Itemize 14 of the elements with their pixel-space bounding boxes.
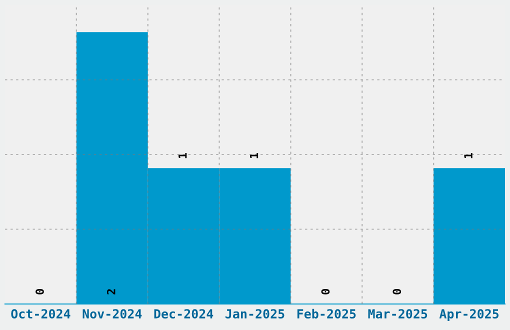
- x-tick-label: Feb-2025: [297, 308, 356, 319]
- data-label: 0: [321, 289, 330, 294]
- x-tick-label: Apr-2025: [439, 309, 499, 321]
- x-tick-label: Mar-2025: [368, 309, 428, 319]
- x-tick-label: Oct-2024: [11, 309, 70, 319]
- data-label: 1: [250, 152, 258, 158]
- data-label: 1: [178, 152, 187, 158]
- data-label: 0: [392, 289, 402, 294]
- data-label: 1: [464, 152, 472, 158]
- x-tick-label: Nov-2024: [82, 309, 142, 319]
- data-label: 2: [106, 289, 116, 294]
- data-label: 0: [36, 289, 44, 294]
- x-tick-label: Jan-2025: [226, 309, 284, 319]
- x-tick-label: Dec-2024: [154, 309, 214, 319]
